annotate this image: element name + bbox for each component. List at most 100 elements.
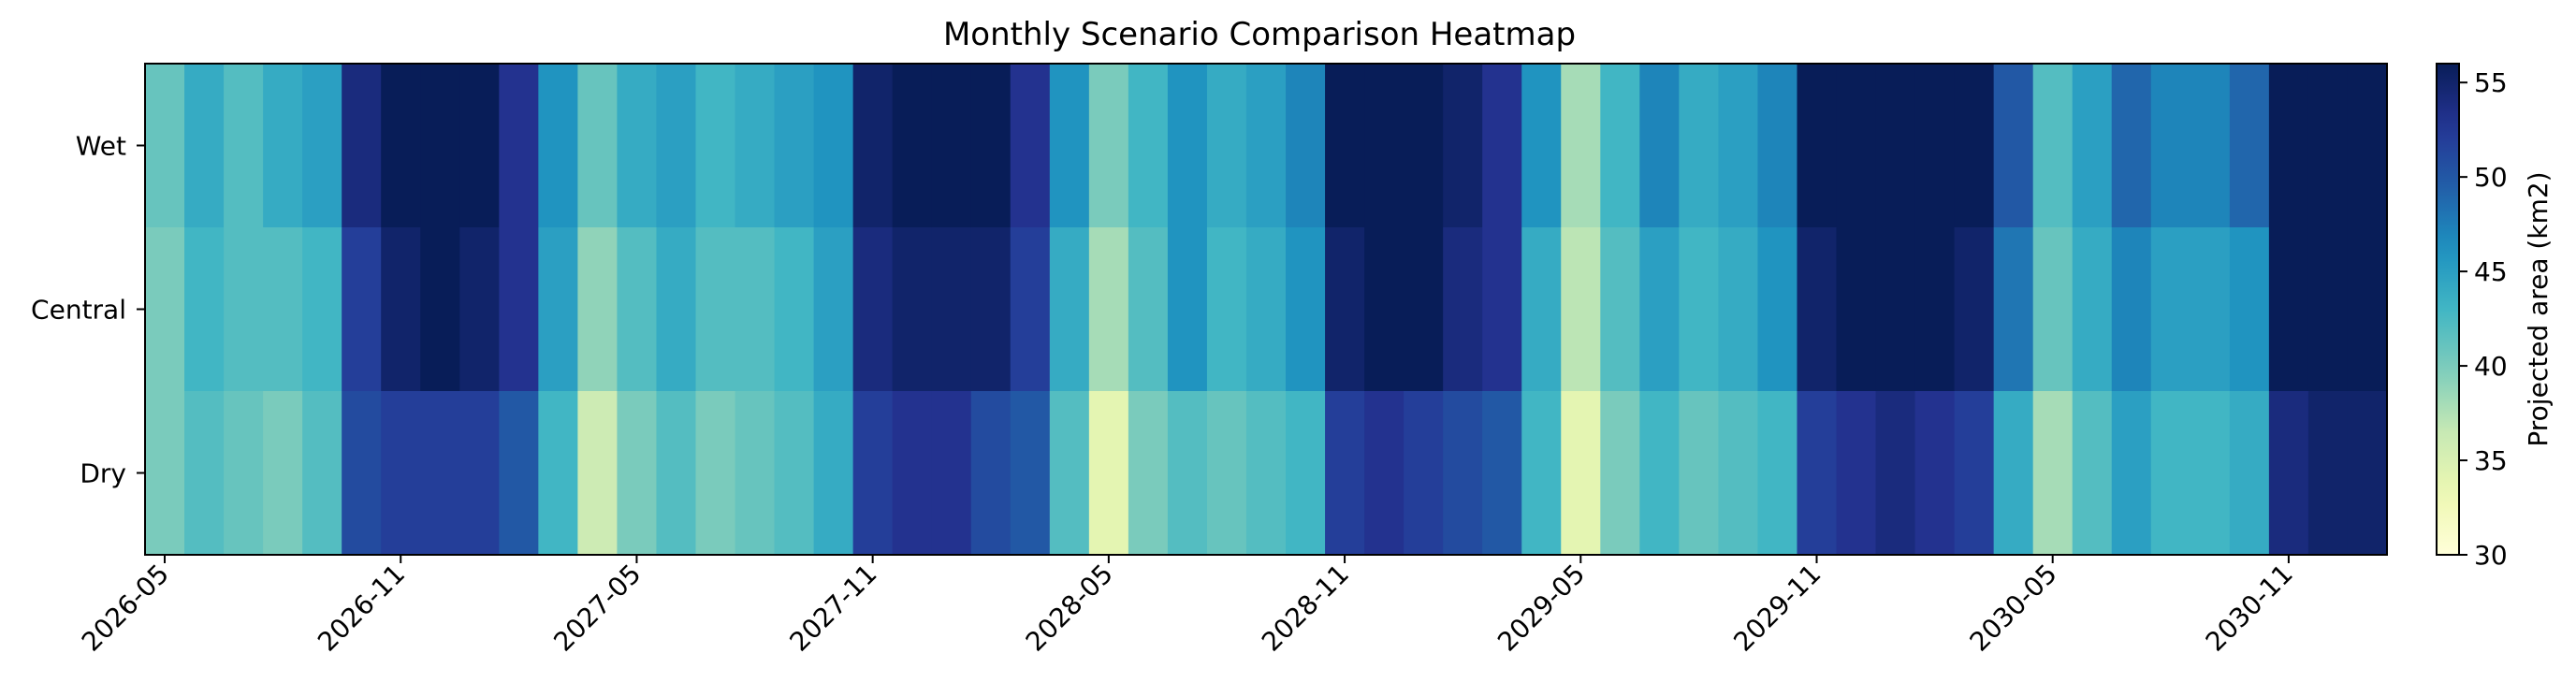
- heatmap-cell: [2111, 227, 2152, 392]
- heatmap-cell: [1167, 64, 1208, 228]
- heatmap-cell: [1679, 64, 1720, 228]
- heatmap-cell: [1325, 227, 1365, 392]
- heatmap-cell: [1443, 64, 1483, 228]
- heatmap-cell: [2347, 227, 2388, 392]
- heatmap-cell: [2190, 227, 2231, 392]
- heatmap-cell: [1718, 227, 1759, 392]
- heatmap-cell: [931, 391, 972, 556]
- y-axis: Wet Central Dry: [31, 131, 145, 489]
- heatmap-cell: [2307, 64, 2349, 228]
- heatmap-cell: [342, 64, 382, 228]
- heatmap-cell: [774, 391, 815, 556]
- heatmap-cell: [1639, 227, 1680, 392]
- heatmap-cell: [1600, 391, 1640, 556]
- heatmap-cell: [342, 391, 382, 556]
- heatmap-cell: [381, 227, 421, 392]
- heatmap-cell: [970, 64, 1011, 228]
- heatmap-cell: [263, 64, 303, 228]
- heatmap-cell: [420, 391, 460, 556]
- heatmap-cell: [1521, 227, 1562, 392]
- heatmap-cell: [1010, 64, 1051, 228]
- heatmap-cell: [381, 64, 421, 228]
- colorbar: 30 35 40 45 50 55 Projected area (km2): [2436, 63, 2554, 571]
- x-tick-label: 2029-11: [1727, 559, 1826, 658]
- heatmap-cell: [656, 64, 697, 228]
- heatmap-cell: [931, 227, 972, 392]
- heatmap-cell: [2150, 64, 2191, 228]
- heatmap-cell: [1206, 227, 1247, 392]
- heatmap-cell: [1600, 64, 1640, 228]
- colorbar-tick-label: 50: [2474, 162, 2508, 193]
- heatmap-cell: [1245, 391, 1287, 556]
- heatmap-cell: [2190, 391, 2231, 556]
- colorbar-tick-label: 45: [2474, 256, 2508, 287]
- y-tick-label: Wet: [76, 131, 126, 162]
- heatmap-cell: [2150, 391, 2191, 556]
- heatmap-cell: [2032, 391, 2074, 556]
- heatmap-cell: [1049, 64, 1090, 228]
- heatmap-cell: [184, 64, 225, 228]
- heatmap-cell: [2032, 227, 2074, 392]
- heatmap-cell: [735, 64, 776, 228]
- heatmap-cell: [617, 64, 658, 228]
- heatmap-cell: [1482, 391, 1522, 556]
- heatmap-cell: [970, 227, 1011, 392]
- heatmap-cell: [1679, 227, 1720, 392]
- heatmap-cell: [538, 64, 578, 228]
- y-tick-label: Dry: [80, 458, 126, 489]
- heatmap-cell: [1954, 227, 1995, 392]
- x-tick-label: 2028-05: [1020, 559, 1119, 658]
- heatmap-cell: [145, 64, 185, 228]
- heatmap-cell: [813, 64, 854, 228]
- heatmap-cell: [695, 391, 736, 556]
- heatmap-cell: [1718, 391, 1759, 556]
- heatmap-cell: [1836, 64, 1877, 228]
- heatmap-cell: [1404, 64, 1444, 228]
- x-tick-label: 2030-05: [1964, 559, 2063, 658]
- heatmap-cell: [1206, 64, 1247, 228]
- heatmap-cell: [656, 227, 697, 392]
- heatmap-cell: [459, 227, 500, 392]
- heatmap-cell: [224, 391, 264, 556]
- heatmap-cell: [774, 64, 815, 228]
- colorbar-tick-label: 30: [2474, 540, 2508, 571]
- x-tick-label: 2026-11: [312, 559, 411, 658]
- heatmap-cell: [184, 227, 225, 392]
- heatmap-cell: [1245, 227, 1287, 392]
- heatmap-cell: [1757, 227, 1798, 392]
- heatmap-cell: [224, 227, 264, 392]
- heatmap-cell: [224, 64, 264, 228]
- heatmap-cell: [695, 227, 736, 392]
- heatmap-cell: [1286, 391, 1326, 556]
- y-tick-label: Central: [31, 295, 126, 326]
- heatmap-cell: [931, 64, 972, 228]
- heatmap-cell: [1088, 227, 1129, 392]
- heatmap-cell: [695, 64, 736, 228]
- heatmap-cell: [1206, 391, 1247, 556]
- heatmap-cell: [617, 391, 658, 556]
- heatmap-cell: [1404, 391, 1444, 556]
- x-tick-label: 2026-05: [76, 559, 175, 658]
- heatmap-cell: [852, 391, 894, 556]
- x-tick-label: 2028-11: [1256, 559, 1355, 658]
- heatmap-cell: [1561, 391, 1601, 556]
- heatmap-cell: [499, 391, 539, 556]
- heatmap-cell: [1443, 227, 1483, 392]
- heatmap-cell: [577, 227, 619, 392]
- heatmap-cell: [538, 391, 578, 556]
- heatmap-cell: [2072, 64, 2113, 228]
- heatmap-cell: [2072, 391, 2113, 556]
- heatmap-cell: [1286, 64, 1326, 228]
- heatmap-cell: [1993, 64, 2034, 228]
- colorbar-tick-label: 40: [2474, 351, 2508, 382]
- colorbar-frame: [2436, 63, 2460, 556]
- heatmap-cell: [381, 391, 421, 556]
- x-tick-label: 2027-11: [784, 559, 883, 658]
- heatmap-cell: [1364, 391, 1404, 556]
- heatmap-cell: [499, 64, 539, 228]
- heatmap-cell: [2111, 391, 2152, 556]
- colorbar-tick-label: 55: [2474, 67, 2508, 98]
- heatmap-cell: [459, 391, 500, 556]
- heatmap-cell: [892, 227, 933, 392]
- heatmap-cell: [1836, 391, 1877, 556]
